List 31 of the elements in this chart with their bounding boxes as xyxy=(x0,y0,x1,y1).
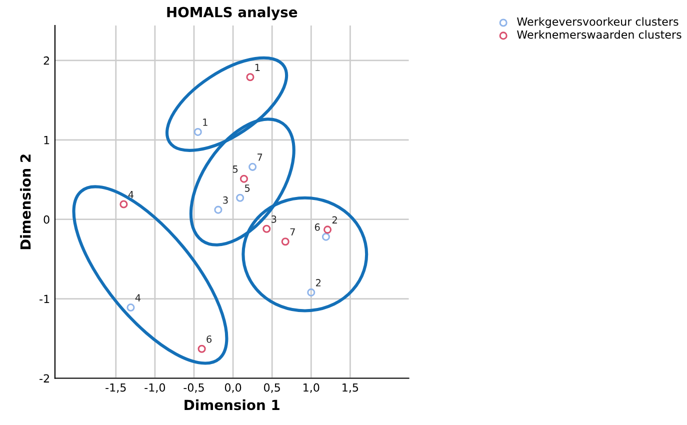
x-tick-label: -1,5 xyxy=(106,383,126,393)
annotation: 1 xyxy=(203,118,208,126)
legend-label: Werkgeversvoorkeur clusters xyxy=(517,17,678,28)
annotation: 1 xyxy=(255,64,260,71)
annotation: 7 xyxy=(290,228,295,236)
y-tick-label: 0 xyxy=(44,215,50,224)
annotation: 5 xyxy=(244,184,250,192)
legend-label: Werknemerswaarden clusters xyxy=(517,30,682,39)
annotation: 3 xyxy=(223,196,228,204)
annotation: 3 xyxy=(272,215,276,223)
x-tick-label: 1,0 xyxy=(304,383,320,393)
annotation: 2 xyxy=(332,216,337,224)
y-tick-label: 1 xyxy=(44,136,50,144)
annotation: 6 xyxy=(206,335,212,343)
y-tick-label: 2 xyxy=(44,56,49,65)
x-tick-label: 0,0 xyxy=(224,383,242,393)
y-tick-label: -1 xyxy=(40,294,50,304)
annotation: 5 xyxy=(232,166,238,173)
chart-title: HOMALS analyse xyxy=(167,6,298,20)
y-axis-title: Dimension 2 xyxy=(20,154,31,250)
x-tick-label: -0,5 xyxy=(184,383,204,393)
annotation: 4 xyxy=(128,190,134,198)
x-tick-label: 0,5 xyxy=(264,383,280,393)
annotation: 4 xyxy=(135,294,141,302)
annotation: 6 xyxy=(314,223,320,231)
x-axis-title: Dimension 1 xyxy=(184,399,280,410)
y-tick-label: -2 xyxy=(40,374,49,382)
x-tick-label: -1,0 xyxy=(144,383,166,393)
annotation: 2 xyxy=(316,279,321,286)
annotation: 7 xyxy=(258,154,262,161)
x-tick-label: 1,5 xyxy=(342,383,358,393)
